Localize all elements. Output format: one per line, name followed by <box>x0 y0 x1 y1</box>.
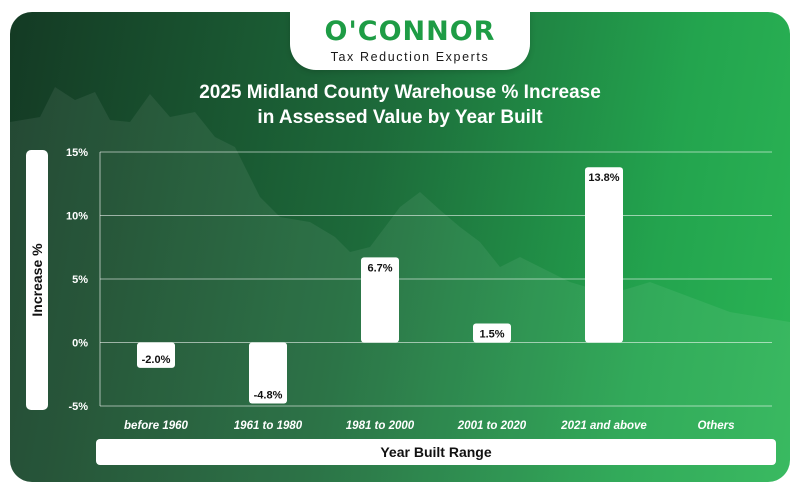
data-label: -4.8% <box>254 389 283 401</box>
x-tick-label: Others <box>697 420 734 432</box>
x-tick-label: 1961 to 1980 <box>234 420 303 432</box>
y-axis-label-panel <box>26 150 48 410</box>
data-label: -2.0% <box>142 354 171 366</box>
x-tick-label: 2021 and above <box>560 420 647 432</box>
bar <box>361 257 399 343</box>
background-mountains <box>10 87 790 482</box>
chart-title-line-2: in Assessed Value by Year Built <box>257 107 543 128</box>
logo-wordmark: O'CONNOR <box>324 16 496 47</box>
logo-tagline: Tax Reduction Experts <box>330 50 490 64</box>
bar <box>137 342 175 368</box>
bar-chart: 15% 10% 5% 0% -5% -2.0% before 1960 -4.8% 1961 t… <box>66 147 772 432</box>
y-tick-label: 15% <box>66 147 88 159</box>
y-tick-label: 10% <box>66 211 88 223</box>
bar <box>585 167 623 343</box>
logo: O'CONNOR Tax Reduction Experts <box>290 12 530 70</box>
data-label: 6.7% <box>367 262 392 274</box>
bar <box>249 342 287 404</box>
y-tick-label: -5% <box>68 401 88 413</box>
bar <box>473 323 511 343</box>
y-tick-label: 5% <box>72 274 88 286</box>
chart-title: 2025 Midland County Warehouse % Increase… <box>10 80 790 130</box>
x-axis-label: Year Built Range <box>96 439 776 465</box>
x-tick-label: 2001 to 2020 <box>457 420 527 432</box>
x-tick-label: 1981 to 2000 <box>346 420 415 432</box>
x-tick-label: before 1960 <box>124 420 189 432</box>
chart-title-line-1: 2025 Midland County Warehouse % Increase <box>199 82 601 103</box>
chart-card: O'CONNOR Tax Reduction Experts 2025 Midl… <box>10 12 790 482</box>
data-label: 1.5% <box>479 328 504 340</box>
data-label: 13.8% <box>588 172 619 184</box>
y-tick-label: 0% <box>72 338 88 350</box>
